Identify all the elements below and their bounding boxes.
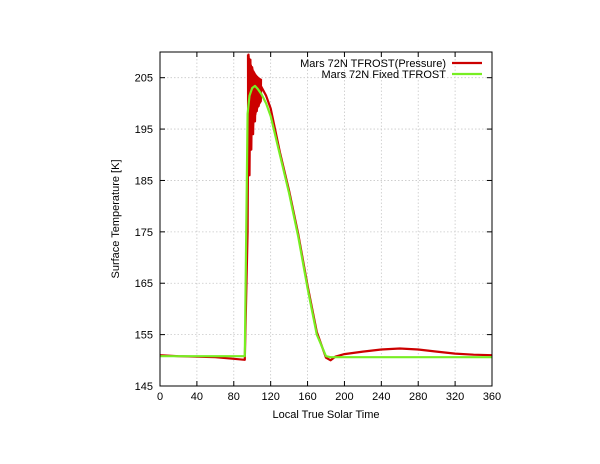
y-tick-label: 205 — [135, 73, 153, 85]
x-tick-label: 40 — [191, 391, 203, 403]
x-tick-label: 240 — [372, 391, 390, 403]
y-tick-label: 145 — [135, 381, 153, 393]
x-tick-label: 320 — [446, 391, 464, 403]
legend-label: Mars 72N TFROST(Pressure) — [300, 58, 446, 70]
x-tick-label: 280 — [409, 391, 427, 403]
y-tick-label: 175 — [135, 227, 153, 239]
x-tick-label: 80 — [228, 391, 240, 403]
y-axis-label: Surface Temperature [K] — [110, 159, 122, 278]
tick-layer: 0 40 80 120 160 200 240 280 320 360 145 155 165 175 18… — [135, 52, 501, 403]
x-tick-label: 120 — [261, 391, 279, 403]
x-axis-label: Local True Solar Time — [273, 409, 380, 421]
plot-frame — [159, 51, 493, 387]
y-tick-label: 195 — [135, 124, 153, 136]
legend: Mars 72N TFROST(Pressure)Mars 72N Fixed … — [300, 58, 482, 81]
x-tick-label: 0 — [157, 391, 163, 403]
series-line-tfrost-pressure — [160, 53, 492, 362]
x-tick-label: 200 — [335, 391, 353, 403]
series-line-fixed-tfrost — [160, 84, 492, 359]
y-tick-label: 165 — [135, 278, 153, 290]
y-tick-label: 155 — [135, 330, 153, 342]
x-tick-label: 360 — [483, 391, 501, 403]
y-tick-label: 185 — [135, 175, 153, 187]
x-tick-label: 160 — [298, 391, 316, 403]
grid-layer — [160, 52, 492, 386]
series-layer — [160, 53, 492, 362]
legend-label: Mars 72N Fixed TFROST — [322, 69, 447, 81]
